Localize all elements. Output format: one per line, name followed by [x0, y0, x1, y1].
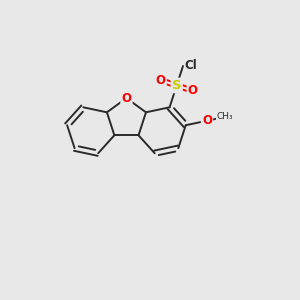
Text: O: O: [122, 92, 131, 105]
Text: O: O: [156, 74, 166, 87]
Text: S: S: [172, 79, 182, 92]
Text: Cl: Cl: [184, 59, 197, 73]
Text: O: O: [202, 114, 212, 127]
Text: O: O: [188, 84, 198, 97]
Text: CH₃: CH₃: [216, 112, 233, 122]
